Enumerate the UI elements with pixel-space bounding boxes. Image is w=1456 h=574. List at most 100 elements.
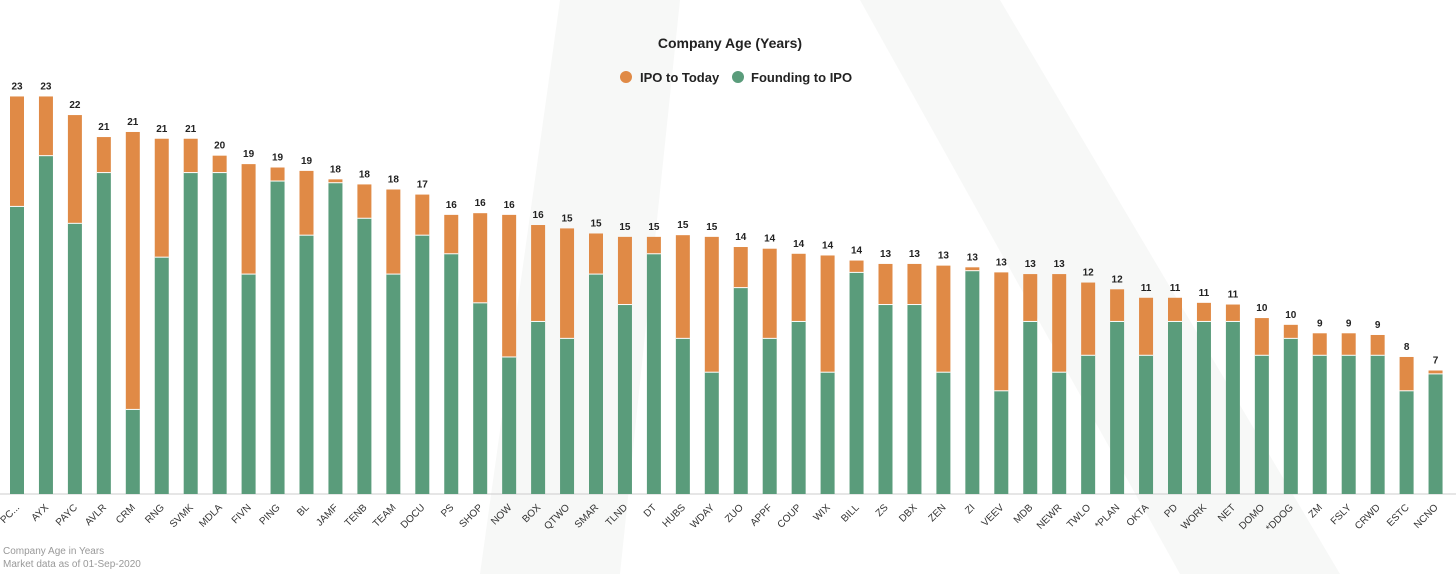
bar-ipo-to-today-dbx[interactable]: [907, 263, 922, 305]
bar-ipo-to-today-bill[interactable]: [849, 260, 864, 273]
bar-ipo-to-today-ayx[interactable]: [38, 96, 53, 156]
bar-founding-to-ipo-appf[interactable]: [762, 338, 777, 494]
bar-ipo-to-today-okta[interactable]: [1139, 297, 1154, 356]
bar-ipo-to-today-avlr[interactable]: [96, 137, 111, 173]
bar-founding-to-ipo-wday[interactable]: [704, 372, 719, 494]
bar-ipo-to-today-ncno[interactable]: [1428, 370, 1443, 374]
bar-ipo-to-today-zen[interactable]: [936, 265, 951, 373]
bar-founding-to-ipo-tlnd[interactable]: [617, 304, 632, 494]
bar-ipo-to-today-team[interactable]: [386, 189, 401, 275]
bar-founding-to-ipo-dbx[interactable]: [907, 304, 922, 494]
bar-ipo-to-today-plan[interactable]: [1110, 289, 1125, 322]
bar-founding-to-ipo-mdb[interactable]: [1023, 321, 1038, 494]
bar-ipo-to-today-ddog[interactable]: [1283, 324, 1298, 339]
bar-ipo-to-today-payc[interactable]: [67, 115, 82, 224]
bar-founding-to-ipo-box[interactable]: [531, 321, 546, 494]
bar-founding-to-ipo-payc[interactable]: [67, 223, 82, 495]
bar-ipo-to-today-veev[interactable]: [994, 272, 1009, 391]
bar-founding-to-ipo-fivn[interactable]: [241, 274, 256, 494]
bar-founding-to-ipo-bl[interactable]: [299, 235, 314, 495]
bar-founding-to-ipo-rng[interactable]: [154, 257, 169, 494]
bar-ipo-to-today-fsly[interactable]: [1341, 333, 1356, 356]
bar-ipo-to-today-mdb[interactable]: [1023, 274, 1038, 322]
bar-founding-to-ipo-coup[interactable]: [791, 321, 806, 494]
bar-founding-to-ipo-work[interactable]: [1196, 321, 1211, 494]
bar-founding-to-ipo-dt[interactable]: [646, 253, 661, 494]
bar-founding-to-ipo-newr[interactable]: [1052, 372, 1067, 494]
bar-founding-to-ipo-zm[interactable]: [1312, 355, 1327, 494]
bar-ipo-to-today-bl[interactable]: [299, 170, 314, 236]
bar-ipo-to-today-crm[interactable]: [125, 131, 140, 410]
bar-founding-to-ipo-pd[interactable]: [1168, 321, 1182, 494]
bar-ipo-to-today-box[interactable]: [531, 225, 546, 322]
bar-ipo-to-today-jamf[interactable]: [328, 179, 343, 183]
bar-founding-to-ipo-qtwo[interactable]: [560, 338, 575, 494]
bar-ipo-to-today-mdla[interactable]: [212, 155, 227, 173]
bar-ipo-to-today-twlo[interactable]: [1081, 282, 1096, 356]
bar-founding-to-ipo-smar[interactable]: [589, 274, 603, 494]
bar-ipo-to-today-zs[interactable]: [878, 263, 893, 305]
bar-founding-to-ipo-pc[interactable]: [10, 206, 24, 494]
bar-ipo-to-today-coup[interactable]: [791, 253, 806, 322]
bar-ipo-to-today-net[interactable]: [1225, 304, 1240, 322]
bar-founding-to-ipo-okta[interactable]: [1139, 355, 1154, 494]
bar-founding-to-ipo-crwd[interactable]: [1370, 355, 1385, 494]
bar-ipo-to-today-wday[interactable]: [704, 236, 719, 373]
bar-founding-to-ipo-avlr[interactable]: [96, 172, 111, 495]
bar-founding-to-ipo-jamf[interactable]: [328, 182, 343, 494]
bar-ipo-to-today-zuo[interactable]: [733, 247, 748, 288]
bar-ipo-to-today-smar[interactable]: [589, 233, 603, 275]
bar-ipo-to-today-tlnd[interactable]: [617, 236, 632, 305]
bar-ipo-to-today-domo[interactable]: [1254, 318, 1269, 356]
bar-ipo-to-today-zi[interactable]: [965, 267, 980, 271]
bar-ipo-to-today-docu[interactable]: [415, 194, 430, 236]
bar-ipo-to-today-estc[interactable]: [1399, 356, 1414, 391]
legend-item-ipo-to-today[interactable]: IPO to Today: [620, 70, 720, 85]
bar-founding-to-ipo-zuo[interactable]: [733, 287, 748, 494]
bar-ipo-to-today-newr[interactable]: [1052, 274, 1067, 373]
bar-founding-to-ipo-ddog[interactable]: [1283, 338, 1298, 494]
bar-ipo-to-today-ps[interactable]: [444, 214, 459, 254]
bar-founding-to-ipo-net[interactable]: [1225, 321, 1240, 494]
bar-founding-to-ipo-hubs[interactable]: [675, 338, 690, 494]
bar-ipo-to-today-ping[interactable]: [270, 167, 285, 182]
bar-founding-to-ipo-mdla[interactable]: [212, 172, 227, 495]
bar-ipo-to-today-pd[interactable]: [1168, 297, 1182, 322]
bar-ipo-to-today-svmk[interactable]: [183, 138, 198, 173]
bar-founding-to-ipo-zi[interactable]: [965, 270, 980, 494]
bar-ipo-to-today-fivn[interactable]: [241, 164, 256, 275]
bar-ipo-to-today-crwd[interactable]: [1370, 334, 1385, 356]
bar-founding-to-ipo-domo[interactable]: [1254, 355, 1269, 494]
bar-founding-to-ipo-crm[interactable]: [125, 409, 140, 494]
bar-founding-to-ipo-zs[interactable]: [878, 304, 893, 494]
bar-ipo-to-today-appf[interactable]: [762, 248, 777, 339]
bar-founding-to-ipo-fsly[interactable]: [1341, 355, 1356, 494]
bar-founding-to-ipo-bill[interactable]: [849, 272, 864, 494]
bar-founding-to-ipo-team[interactable]: [386, 274, 401, 494]
bar-founding-to-ipo-twlo[interactable]: [1081, 355, 1096, 494]
bar-ipo-to-today-shop[interactable]: [473, 213, 488, 303]
bar-ipo-to-today-hubs[interactable]: [675, 235, 690, 339]
bar-founding-to-ipo-shop[interactable]: [473, 302, 488, 494]
bar-founding-to-ipo-docu[interactable]: [415, 235, 430, 495]
bar-founding-to-ipo-ncno[interactable]: [1428, 373, 1443, 494]
bar-founding-to-ipo-wix[interactable]: [820, 372, 835, 494]
bar-founding-to-ipo-tenb[interactable]: [357, 218, 372, 494]
bar-founding-to-ipo-now[interactable]: [502, 356, 517, 494]
bar-ipo-to-today-wix[interactable]: [820, 255, 835, 373]
bar-ipo-to-today-rng[interactable]: [154, 138, 169, 258]
bar-ipo-to-today-qtwo[interactable]: [560, 228, 575, 339]
bar-ipo-to-today-pc[interactable]: [10, 96, 24, 207]
bar-ipo-to-today-work[interactable]: [1196, 302, 1211, 322]
legend-item-founding-to-ipo[interactable]: Founding to IPO: [732, 70, 852, 85]
bar-founding-to-ipo-ping[interactable]: [270, 181, 285, 494]
bar-founding-to-ipo-ayx[interactable]: [38, 155, 53, 494]
bar-founding-to-ipo-ps[interactable]: [444, 253, 459, 494]
bar-founding-to-ipo-estc[interactable]: [1399, 390, 1414, 494]
bar-founding-to-ipo-veev[interactable]: [994, 390, 1009, 494]
bar-ipo-to-today-tenb[interactable]: [357, 184, 372, 219]
bar-founding-to-ipo-zen[interactable]: [936, 372, 951, 494]
bar-founding-to-ipo-plan[interactable]: [1110, 321, 1125, 494]
bar-ipo-to-today-now[interactable]: [502, 214, 517, 357]
bar-ipo-to-today-zm[interactable]: [1312, 333, 1327, 356]
